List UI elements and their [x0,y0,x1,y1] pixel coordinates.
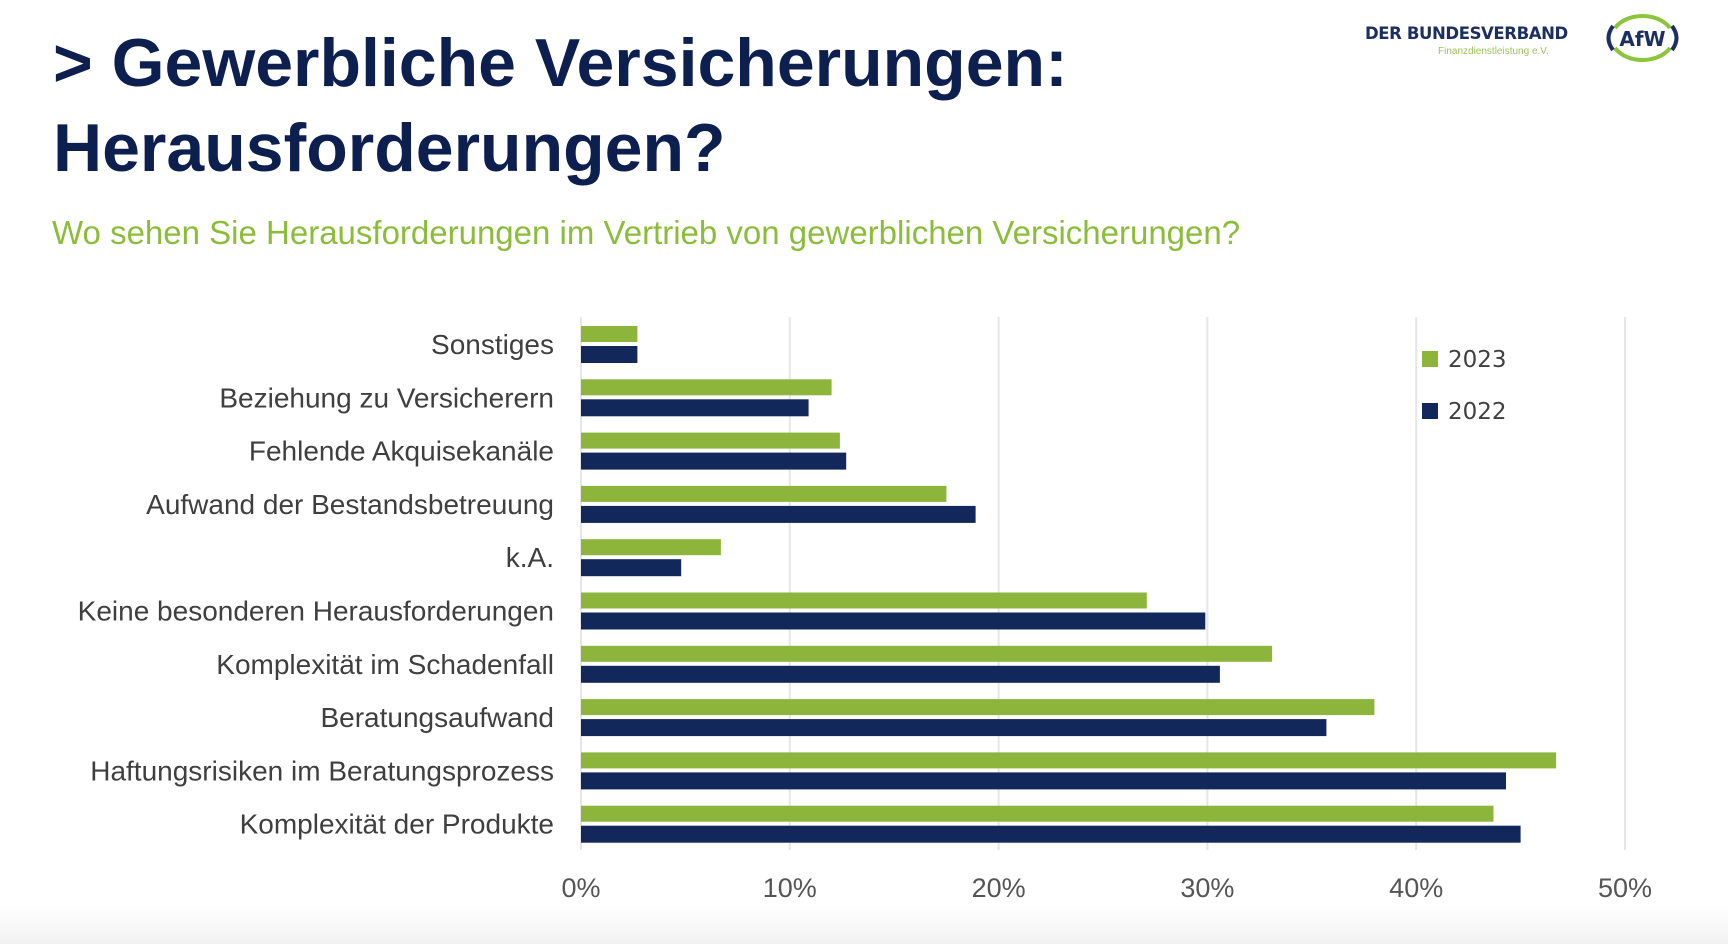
legend-swatch-2022 [1422,403,1438,419]
bar-2023-3 [581,485,947,502]
x-tick-label: 20% [972,873,1026,903]
bar-2023-1 [581,379,832,396]
x-tick-label: 50% [1598,873,1652,903]
bar-2022-8 [581,772,1506,790]
afw-logo: DER BUNDESVERBAND Finanzdienstleistung e… [1360,12,1685,64]
logo-mark-text: AfW [1619,27,1665,51]
category-label: Beratungsaufwand [320,702,554,733]
category-label: Keine besonderen Herausforderungen [78,596,554,627]
category-label: Komplexität im Schadenfall [216,649,554,680]
x-tick-label: 0% [561,873,600,903]
logo-tagline: Finanzdienstleistung e.V. [1438,46,1549,57]
bar-2023-0 [581,326,638,342]
category-labels: Sonstiges Beziehung zu Versicherern Fehlen… [78,329,554,840]
category-label: Komplexität der Produkte [240,809,554,840]
bar-2022-7 [581,719,1327,737]
bar-2022-2 [581,452,847,470]
x-tick-label: 10% [763,873,817,903]
bar-2023-8 [581,752,1557,769]
bar-2022-3 [581,505,976,523]
bar-2023-6 [581,645,1273,662]
legend-swatch-2023 [1422,351,1438,367]
x-tick-label: 30% [1180,873,1234,903]
bar-2023-5 [581,592,1147,609]
page-title: > Gewerbliche Versicherungen: Herausford… [53,21,1068,191]
bar-2023-7 [581,699,1375,716]
logo-mark-icon: AfW [1605,14,1680,62]
bar-2022-1 [581,399,809,417]
bottom-shade [0,905,1728,944]
bar-2023-2 [581,432,840,449]
page-subtitle: Wo sehen Sie Herausforderungen im Vertri… [52,214,1241,251]
category-label: k.A. [506,542,554,573]
bar-2022-0 [581,346,638,363]
category-label: Sonstiges [431,329,554,360]
bar-2023-4 [581,539,721,556]
bar-2022-6 [581,665,1220,683]
bar-2022-4 [581,559,682,577]
category-label: Fehlende Akquisekanäle [249,436,554,467]
bar-2022-5 [581,612,1206,630]
x-tick-label: 40% [1389,873,1443,903]
logo-name: DER BUNDESVERBAND [1365,24,1568,43]
bars [581,326,1557,843]
legend: 2023 2022 [1422,347,1507,425]
category-label: Haftungsrisiken im Beratungsprozess [90,755,554,786]
page-title-line-1: > Gewerbliche Versicherungen: [53,25,1068,101]
page-title-line-2: Herausforderungen? [53,110,726,186]
category-label: Beziehung zu Versicherern [219,382,554,413]
category-label: Aufwand der Bestandsbetreuung [146,489,554,520]
grid-lines [580,317,1626,850]
bar-2023-9 [581,805,1494,822]
legend-label: 2023 [1448,347,1507,373]
legend-label: 2022 [1448,399,1507,425]
x-axis-ticks: 0% 10% 20% 30% 40% 50% [561,873,1652,903]
bar-2022-9 [581,825,1521,843]
